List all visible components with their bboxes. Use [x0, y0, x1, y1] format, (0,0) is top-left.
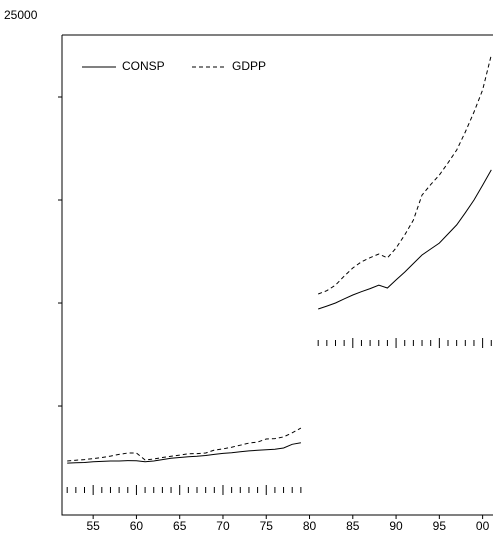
x-tick-label: 95: [433, 519, 447, 533]
x-tick-label: 70: [216, 519, 230, 533]
x-tick-label: 75: [260, 519, 274, 533]
x-tick-label: 85: [346, 519, 360, 533]
x-tick-label: 80: [303, 519, 317, 533]
x-tick-label: 55: [86, 519, 100, 533]
y-top-label: 25000: [4, 8, 38, 22]
frame: [61, 34, 493, 516]
x-tick-label: 00: [476, 519, 490, 533]
legend-label: CONSP: [122, 59, 165, 73]
x-tick-label: 60: [130, 519, 144, 533]
x-tick-label: 90: [389, 519, 403, 533]
series-line: [67, 54, 492, 462]
series-line: [67, 169, 492, 464]
legend-label: GDPP: [232, 59, 266, 73]
x-tick-label: 65: [173, 519, 187, 533]
